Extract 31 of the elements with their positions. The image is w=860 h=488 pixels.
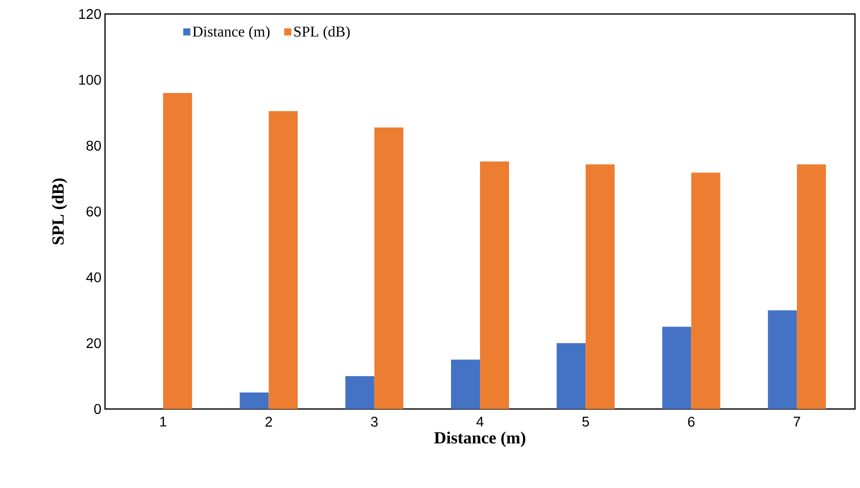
y-tick-label: 80 bbox=[86, 140, 101, 151]
bar bbox=[451, 360, 480, 409]
bar bbox=[480, 161, 510, 409]
bar bbox=[796, 164, 826, 409]
bar bbox=[691, 172, 720, 409]
y-tick-label: 40 bbox=[86, 272, 101, 282]
legend-label: Distance (m) bbox=[192, 26, 270, 40]
bar bbox=[374, 128, 404, 409]
x-tick-label: 4 bbox=[476, 416, 484, 426]
y-tick-label: 60 bbox=[86, 206, 101, 216]
x-axis-title: Distance (m) bbox=[434, 432, 526, 447]
y-axis-title: SPL (dB) bbox=[52, 178, 68, 244]
bar bbox=[768, 310, 797, 409]
x-tick-label: 3 bbox=[371, 416, 378, 427]
y-tick-label: 0 bbox=[94, 404, 101, 414]
x-tick-label: 6 bbox=[688, 416, 695, 427]
x-tick-label: 2 bbox=[266, 416, 272, 427]
bar bbox=[240, 392, 269, 409]
y-tick-label: 120 bbox=[79, 9, 101, 19]
bar bbox=[662, 326, 692, 409]
y-tick-label: 20 bbox=[86, 338, 101, 348]
bar bbox=[345, 376, 374, 409]
legend-label: SPL (dB) bbox=[294, 26, 350, 40]
x-tick-label: 7 bbox=[794, 416, 800, 426]
bar bbox=[163, 93, 192, 409]
x-tick-label: 5 bbox=[582, 416, 589, 427]
x-tick-label: 1 bbox=[160, 416, 166, 426]
bar bbox=[556, 343, 586, 409]
y-tick-label: 100 bbox=[79, 74, 101, 85]
bar bbox=[586, 164, 615, 409]
bar bbox=[268, 111, 298, 409]
